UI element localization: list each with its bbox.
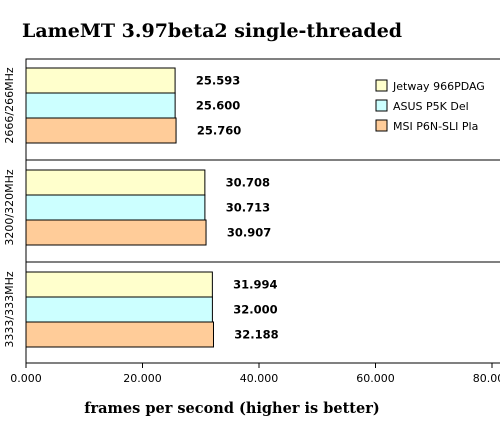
legend-swatch bbox=[375, 79, 388, 92]
value-label: 25.593 bbox=[196, 74, 240, 88]
legend-entry: Jetway 966PDAG bbox=[392, 80, 485, 93]
legend: Jetway 966PDAG ASUS P5K Del MSI P6N-SLI Pl… bbox=[375, 79, 485, 133]
x-tick-label: 80.000 bbox=[473, 372, 500, 385]
bar-2-2 bbox=[25, 194, 206, 221]
category-label: 2666/266MHz bbox=[3, 67, 16, 143]
bar-3-3 bbox=[25, 321, 214, 348]
legend-entry: ASUS P5K Del bbox=[393, 100, 469, 113]
x-tick-label: 0.000 bbox=[10, 372, 42, 385]
bar-1-1 bbox=[25, 67, 176, 94]
legend-entry: MSI P6N-SLI Pla bbox=[393, 120, 478, 133]
x-tick-label: 60.000 bbox=[356, 372, 395, 385]
value-labels: 25.593 25.600 25.760 30.708 30.713 30.907 31.9… bbox=[196, 74, 279, 342]
value-label: 32.188 bbox=[234, 328, 278, 342]
x-tick-label: 40.000 bbox=[240, 372, 279, 385]
x-tick-label: 20.000 bbox=[123, 372, 162, 385]
value-label: 30.907 bbox=[227, 226, 271, 240]
value-label: 30.708 bbox=[226, 176, 270, 190]
bar-2-3 bbox=[25, 296, 213, 323]
plot-area: 25.593 25.600 25.760 30.708 30.713 30.907 31.9… bbox=[3, 58, 500, 364]
category-labels: 2666/266MHz 3200/320MHz 3333/333MHz bbox=[3, 67, 16, 347]
group-separators bbox=[26, 159, 500, 263]
value-label: 32.000 bbox=[233, 303, 277, 317]
category-label: 3333/333MHz bbox=[3, 271, 16, 347]
bar-2-1 bbox=[25, 92, 176, 119]
bar-3-2 bbox=[25, 219, 207, 246]
legend-swatch bbox=[375, 99, 388, 112]
chart-title: LameMT 3.97beta2 single-threaded bbox=[22, 20, 402, 42]
value-label: 31.994 bbox=[233, 278, 277, 292]
x-axis-label: frames per second (higher is better) bbox=[84, 400, 379, 417]
bars bbox=[25, 67, 214, 348]
bar-3-1 bbox=[25, 117, 177, 144]
bar-1-3 bbox=[25, 271, 213, 298]
legend-swatch bbox=[375, 119, 388, 132]
x-axis: 0.000 20.000 40.000 60.000 80.000 bbox=[10, 363, 500, 385]
category-label: 3200/320MHz bbox=[3, 169, 16, 245]
value-label: 30.713 bbox=[226, 201, 270, 215]
value-label: 25.760 bbox=[197, 124, 241, 138]
bar-1-2 bbox=[25, 169, 206, 196]
value-label: 25.600 bbox=[196, 99, 240, 113]
